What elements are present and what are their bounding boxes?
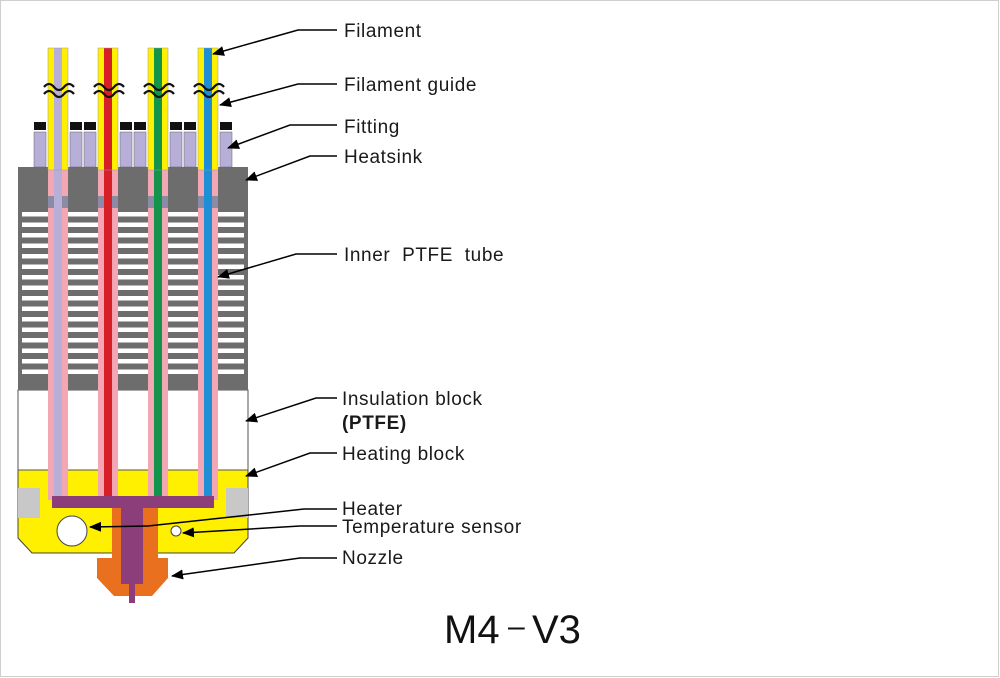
temperature-sensor-hole <box>170 525 182 537</box>
break-mark <box>43 89 75 99</box>
heater <box>52 496 214 508</box>
hotend-assembly <box>17 47 249 603</box>
guide-outline <box>197 47 219 171</box>
leader-filament-guide <box>219 83 337 107</box>
fitting-nut <box>220 122 232 130</box>
leader-heating-block <box>245 452 337 477</box>
fitting <box>33 131 47 168</box>
heatsink-fin-gap <box>22 264 244 269</box>
label-temperature-sensor: Temperature sensor <box>342 517 522 538</box>
heater-cartridge-hole <box>56 515 88 547</box>
heatsink-fin-gap <box>22 233 244 238</box>
leader-heatsink <box>245 155 337 181</box>
heatsink-fin-gap <box>22 212 244 217</box>
break-mark <box>193 89 225 99</box>
label-filament: Filament <box>344 21 422 42</box>
heatsink-fin-gap <box>22 296 244 301</box>
filament-strand <box>204 48 212 498</box>
fittings <box>33 122 233 168</box>
heatsink-fin-gap <box>22 348 244 353</box>
label-heater: Heater <box>342 499 403 520</box>
fitting <box>69 131 83 168</box>
label-inner-ptfe-tube: Inner PTFE tube <box>344 245 504 266</box>
label-filament-guide: Filament guide <box>344 75 477 96</box>
diagram-title: M4 – V3 <box>444 608 581 652</box>
heatsink-fin-gap <box>22 317 244 322</box>
break-mark <box>143 82 175 92</box>
leader-heater <box>147 508 337 527</box>
guide-outline <box>97 47 119 171</box>
heatsink-fin-gap <box>22 243 244 248</box>
leader-fitting <box>227 124 337 149</box>
title-left: M4 <box>444 608 500 652</box>
heatsink-fin-gap <box>22 359 244 364</box>
fitting <box>219 131 233 168</box>
label-fitting: Fitting <box>344 117 400 138</box>
guide-break-marks <box>43 82 225 99</box>
title-right: V3 <box>532 608 581 652</box>
heatsink-fin-gap <box>22 222 244 227</box>
fitting-nut <box>84 122 96 130</box>
heatsink-fin-gap <box>22 327 244 332</box>
fitting <box>183 131 197 168</box>
break-mark <box>43 82 75 92</box>
filament-channels <box>47 47 219 500</box>
heatsink-fin-gap <box>22 285 244 290</box>
label-insulation-block: Insulation block <box>342 389 483 410</box>
leader-insulation-block <box>245 397 337 423</box>
label-nozzle: Nozzle <box>342 548 404 569</box>
heatsink-fin-gap <box>22 369 244 374</box>
leader-inner-ptfe-tube <box>217 253 337 279</box>
leader-nozzle <box>171 557 337 580</box>
nozzle-melt-channel <box>121 508 143 584</box>
fitting-nut <box>120 122 132 130</box>
fitting-nut <box>134 122 146 130</box>
heatsink-fins <box>22 212 244 374</box>
filament-strand <box>154 48 162 498</box>
fitting-nut <box>70 122 82 130</box>
label-heating-block: Heating block <box>342 444 465 465</box>
heatsink-fin-gap <box>22 306 244 311</box>
break-mark <box>93 82 125 92</box>
leader-temperature-sensor <box>182 525 337 538</box>
leader-filament <box>212 29 337 56</box>
leader-lines <box>89 29 337 580</box>
guide-outline <box>147 47 169 171</box>
heating-block-groove-left <box>18 488 40 518</box>
nozzle-tip-channel <box>129 584 135 603</box>
fitting <box>83 131 97 168</box>
fitting <box>169 131 183 168</box>
fitting <box>133 131 147 168</box>
heatsink-fin-gap <box>22 275 244 280</box>
heatsink-fin-gap <box>22 338 244 343</box>
label-insulation-block-material: (PTFE) <box>342 413 407 434</box>
filament-strand <box>54 48 62 498</box>
filament-strand <box>104 48 112 498</box>
heatsink-fin-gap <box>22 254 244 259</box>
fitting-nut <box>170 122 182 130</box>
fitting-nut <box>34 122 46 130</box>
break-mark <box>93 89 125 99</box>
heating-block-groove-right <box>226 488 248 518</box>
title-dash: – <box>508 610 525 643</box>
guide-outline <box>47 47 69 171</box>
break-mark <box>143 89 175 99</box>
leader-heater-cartridge <box>89 521 149 532</box>
fitting-nut <box>184 122 196 130</box>
break-mark <box>193 82 225 92</box>
fitting <box>119 131 133 168</box>
label-heatsink: Heatsink <box>344 147 423 168</box>
